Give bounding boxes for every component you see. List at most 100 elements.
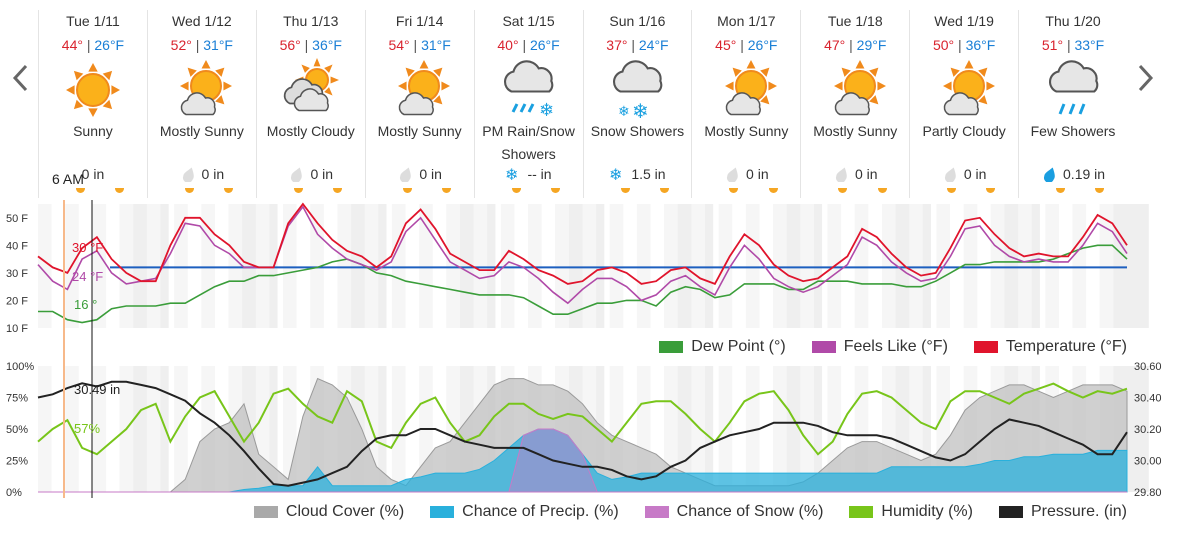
day-precip: 0 in [801, 165, 909, 184]
hour-stripe [38, 204, 52, 328]
low-temp: 29°F [856, 37, 887, 53]
y2-tick-label: 29.80 [1134, 487, 1162, 498]
sun-markers [801, 188, 909, 198]
temp-line [37, 202, 1128, 286]
drop-icon [397, 166, 413, 184]
y-tick-label: 30 F [6, 268, 28, 280]
day-column[interactable]: Wed 1/12 52° | 31°F Mostly Sunny 0 in [146, 10, 256, 198]
sunrise-marker [729, 188, 739, 193]
y-tick-label: 0% [6, 487, 22, 498]
day-temps: 52° | 31°F [148, 37, 256, 53]
hour-stripe [228, 204, 243, 328]
hour-stripe [255, 204, 270, 328]
sunrise-marker [184, 188, 194, 193]
hour-stripe [310, 204, 324, 328]
legend-feels-like-label: Feels Like (°F) [843, 338, 948, 355]
legend-temperature[interactable]: Temperature (°F) [973, 338, 1127, 356]
day-column[interactable]: Thu 1/20 51° | 33°F Few Showers 0.19 in [1018, 10, 1127, 198]
legend-chance-precip[interactable]: Chance of Precip. (%) [430, 503, 619, 521]
sun-cloud-icon [826, 58, 886, 122]
hour-stripe [201, 204, 215, 328]
feels-like-swatch [811, 341, 836, 353]
chance-snow-area [38, 428, 1127, 493]
svg-text:❄: ❄ [632, 101, 649, 122]
day-column[interactable]: Tue 1/18 47° | 29°F Mostly Sunny 0 in [800, 10, 909, 198]
day-condition: Few Showers [1030, 123, 1116, 139]
temp-readout: 30 °F [72, 240, 103, 255]
high-temp: 45° [715, 37, 737, 53]
hour-stripe [146, 204, 161, 328]
temp-separator: | [413, 37, 418, 53]
y-tick-label: 75% [6, 393, 28, 405]
day-condition: PM Rain/Snow Showers [482, 123, 575, 162]
day-date: Thu 1/20 [1045, 13, 1101, 29]
previous-arrow-button[interactable] [6, 58, 36, 98]
day-condition: Sunny [73, 123, 113, 139]
legend-cloud-cover[interactable]: Cloud Cover (%) [253, 503, 404, 521]
hour-stripe [391, 204, 406, 328]
temperature-legend: Dew Point (°) Feels Like (°F) Temperatur… [633, 338, 1127, 356]
day-column[interactable]: Fri 1/14 54° | 31°F Mostly Sunny 0 in [364, 10, 474, 198]
hour-stripe [636, 204, 651, 328]
day-precip: 0.19 in [1019, 165, 1127, 184]
sunrise-marker [620, 188, 630, 193]
day-temps: 44° | 26°F [39, 37, 147, 53]
day-temps: 56° | 36°F [257, 37, 365, 53]
high-temp: 56° [279, 37, 301, 53]
legend-chance-snow-label: Chance of Snow (%) [676, 503, 824, 520]
precip-amount: 0 in [419, 166, 442, 183]
day-column[interactable]: Thu 1/13 56° | 36°F Mostly Cloudy 0 in [255, 10, 365, 198]
legend-pressure[interactable]: Pressure. (in) [998, 503, 1127, 521]
next-arrow-button[interactable] [1130, 58, 1160, 98]
high-temp: 52° [170, 37, 192, 53]
drop-icon [942, 166, 958, 184]
day-column[interactable]: Sun 1/16 37° | 24°F ❄ ❄ Snow Showers ❄ 1.5… [582, 10, 692, 198]
legend-pressure-label: Pressure. (in) [1030, 503, 1127, 520]
day-precip: ❄ 1.5 in [584, 165, 692, 184]
day-condition: Mostly Sunny [813, 123, 898, 139]
y2-tick-label: 30.60 [1134, 362, 1162, 373]
dew-readout: 16 ° [74, 297, 97, 312]
humidity-swatch [849, 506, 874, 518]
hour-stripe [990, 204, 1005, 328]
sunrise-marker [1056, 188, 1066, 193]
hour-stripe [582, 204, 597, 328]
snow-icon: ❄ ❄ [608, 58, 668, 123]
temp-separator: | [1066, 37, 1071, 53]
day-precip: ❄ -- in [475, 165, 583, 184]
legend-chance-snow[interactable]: Chance of Snow (%) [644, 503, 824, 521]
low-temp: 26°F [747, 37, 778, 53]
day-column[interactable]: Tue 1/11 44° | 26°F Sunny 0 in [38, 10, 147, 198]
sun-markers [692, 188, 800, 198]
legend-humidity[interactable]: Humidity (%) [849, 503, 973, 521]
day-column[interactable]: Sat 1/15 40° | 26°F ❄ PM Rain/Snow Showe… [473, 10, 583, 198]
day-date: Wed 1/12 [172, 13, 232, 29]
low-temp: 31°F [421, 37, 451, 53]
day-temps: 45° | 26°F [692, 37, 800, 53]
y-tick-label: 50% [6, 424, 28, 436]
day-temps: 40° | 26°F [475, 37, 583, 53]
hour-stripe [174, 204, 188, 328]
drop-icon [288, 166, 304, 184]
precip-amount: 0 in [854, 166, 878, 183]
hour-stripe [773, 366, 787, 492]
day-column[interactable]: Mon 1/17 45° | 26°F Mostly Sunny 0 in [691, 10, 800, 198]
temp-separator: | [958, 37, 962, 53]
low-temp: 26°F [529, 37, 560, 53]
temp-separator: | [195, 37, 200, 53]
snowflake-icon: ❄ [609, 166, 625, 184]
chevron-right-icon [1138, 64, 1154, 92]
low-temp: 24°F [638, 37, 669, 53]
sun-markers [475, 188, 583, 198]
legend-dew-point[interactable]: Dew Point (°) [659, 338, 786, 356]
day-precip: 0 in [148, 165, 256, 184]
day-temps: 37° | 24°F [584, 37, 692, 53]
day-precip: 0 in [366, 165, 474, 184]
day-condition: Snow Showers [590, 123, 685, 139]
day-column[interactable]: Wed 1/19 50° | 36°F Partly Cloudy 0 in [909, 10, 1018, 198]
precip-amount: 1.5 in [631, 166, 666, 183]
hour-stripe [337, 204, 352, 328]
hour-stripe [391, 366, 406, 492]
legend-feels-like[interactable]: Feels Like (°F) [811, 338, 948, 356]
high-temp: 51° [1041, 37, 1064, 53]
